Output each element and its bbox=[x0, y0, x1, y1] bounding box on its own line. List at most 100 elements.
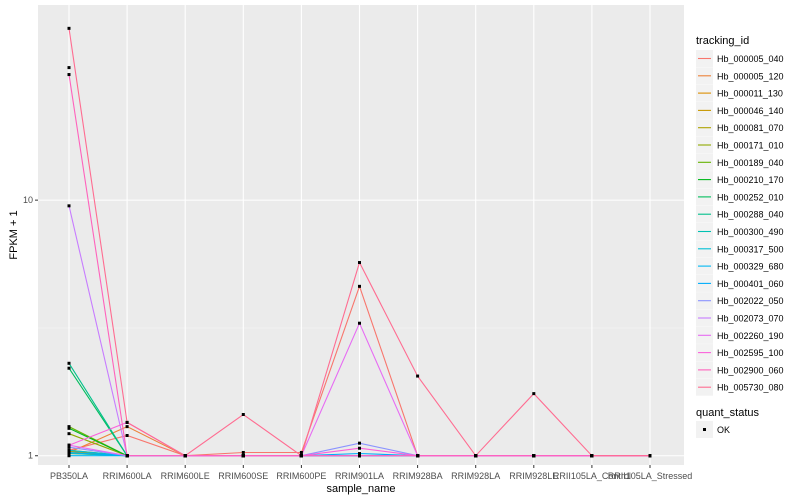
data-point bbox=[125, 425, 129, 429]
legend-label: Hb_000317_500 bbox=[717, 244, 784, 254]
series-points bbox=[67, 26, 652, 458]
x-tick-label: RRIM928LE bbox=[509, 471, 558, 481]
legend-item: Hb_000189_040 bbox=[696, 153, 784, 171]
y-axis-title: FPKM + 1 bbox=[8, 210, 20, 259]
legend-label: Hb_000005_040 bbox=[717, 54, 784, 64]
data-point bbox=[67, 73, 71, 77]
legend2-title: quant_status bbox=[696, 407, 759, 419]
x-tick-label: RRIM928LA bbox=[451, 471, 500, 481]
y-tick-label: 10 bbox=[23, 195, 33, 205]
legend-label: Hb_000252_010 bbox=[717, 192, 784, 202]
x-tick-label: RRII105LA_Control bbox=[553, 471, 631, 481]
legend-label: Hb_000210_170 bbox=[717, 175, 784, 185]
legend-label: Hb_002073_070 bbox=[717, 314, 784, 324]
data-point bbox=[125, 454, 129, 458]
legend-item: Hb_002595_100 bbox=[696, 344, 784, 362]
legend-label: Hb_002260_190 bbox=[717, 331, 784, 341]
data-point bbox=[241, 412, 245, 416]
x-tick-label: RRIM600LA bbox=[103, 471, 152, 481]
data-point bbox=[67, 26, 71, 30]
legend-label: Hb_000011_130 bbox=[717, 89, 783, 99]
legend-label: Hb_000401_060 bbox=[717, 279, 784, 289]
x-tick-label: RRIM600PE bbox=[276, 471, 326, 481]
data-point bbox=[299, 454, 303, 458]
legend-item: Hb_000317_500 bbox=[696, 240, 784, 258]
legend-items: Hb_000005_040 Hb_000005_120 Hb_000011_130 H… bbox=[696, 50, 784, 396]
data-point bbox=[67, 450, 71, 454]
legend-point-swatch bbox=[703, 428, 706, 431]
x-axis-title: sample_name bbox=[326, 483, 395, 495]
legend-item: Hb_000401_060 bbox=[696, 274, 784, 292]
legend-item: Hb_000171_010 bbox=[696, 136, 784, 154]
data-point bbox=[474, 454, 478, 458]
legend-label: Hb_000189_040 bbox=[717, 158, 784, 168]
data-point bbox=[241, 450, 245, 454]
data-point bbox=[67, 448, 71, 452]
x-tick-label: RRIM901LA bbox=[335, 471, 384, 481]
data-point bbox=[648, 454, 652, 458]
legend-item: Hb_000081_070 bbox=[696, 119, 784, 137]
legend-label: Hb_002900_060 bbox=[717, 365, 784, 375]
legend-label: Hb_000005_120 bbox=[717, 71, 784, 81]
data-point bbox=[67, 445, 71, 449]
data-point bbox=[358, 284, 361, 288]
legend-label: Hb_000288_040 bbox=[717, 210, 784, 220]
legend-label: Hb_000171_010 bbox=[717, 141, 784, 151]
plot-panel bbox=[38, 5, 684, 465]
data-point bbox=[125, 420, 129, 424]
x-tick-label: RRII105LA_Stressed bbox=[608, 471, 693, 481]
data-point bbox=[67, 425, 71, 429]
legend-item: Hb_002900_060 bbox=[696, 361, 784, 379]
x-tick-label: RRIM928BA bbox=[393, 471, 443, 481]
legend-label: Hb_000300_490 bbox=[717, 227, 784, 237]
legend-item: Hb_000005_040 bbox=[696, 50, 784, 67]
legend-label: Hb_002595_100 bbox=[717, 348, 784, 358]
data-point bbox=[358, 441, 361, 445]
data-point bbox=[416, 454, 420, 458]
data-point bbox=[416, 374, 420, 378]
legend-label: Hb_000046_140 bbox=[717, 106, 784, 116]
x-axis-ticks: PB350LA RRIM600LA RRIM600LE RRIM600SE RRIM60… bbox=[50, 465, 692, 481]
legend-label: Hb_005730_080 bbox=[717, 383, 784, 393]
data-point bbox=[125, 434, 129, 438]
legend-item: Hb_002260_190 bbox=[696, 326, 784, 344]
data-point bbox=[241, 454, 245, 458]
legend-item: Hb_000252_010 bbox=[696, 188, 784, 206]
data-point bbox=[67, 426, 71, 430]
legend-item: Hb_000046_140 bbox=[696, 101, 784, 119]
legend-label: Hb_000081_070 bbox=[717, 123, 784, 133]
legend: tracking_id Hb_000005_040Hb_000005_120Hb… bbox=[696, 35, 784, 438]
data-point bbox=[532, 392, 536, 396]
legend-item: Hb_000329_680 bbox=[696, 257, 784, 275]
legend-label: OK bbox=[717, 425, 730, 435]
data-point bbox=[299, 450, 303, 454]
data-point bbox=[67, 361, 71, 365]
legend2-item: OK bbox=[696, 421, 730, 438]
x-tick-label: PB350LA bbox=[50, 471, 88, 481]
y-axis-ticks: 1 10 bbox=[23, 195, 38, 461]
legend-item: Hb_000011_130 bbox=[696, 84, 783, 102]
legend-label: Hb_000329_680 bbox=[717, 262, 784, 272]
legend-item: Hb_002022_050 bbox=[696, 292, 784, 310]
data-point bbox=[183, 454, 187, 458]
legend-item: Hb_000210_170 bbox=[696, 171, 784, 189]
data-point bbox=[358, 454, 361, 458]
data-point bbox=[67, 66, 71, 70]
legend-item: Hb_005730_080 bbox=[696, 378, 784, 396]
legend-item: Hb_002073_070 bbox=[696, 309, 784, 327]
legend-item: Hb_000005_120 bbox=[696, 67, 784, 85]
data-point bbox=[67, 432, 71, 436]
legend2-items: OK bbox=[696, 421, 730, 438]
data-point bbox=[67, 443, 71, 447]
data-point bbox=[67, 366, 71, 370]
x-tick-label: RRIM600LE bbox=[161, 471, 210, 481]
data-point bbox=[358, 261, 361, 265]
data-point bbox=[532, 454, 536, 458]
legend-item: Hb_000288_040 bbox=[696, 205, 784, 223]
data-point bbox=[358, 452, 361, 456]
data-point bbox=[358, 321, 361, 325]
legend-title: tracking_id bbox=[696, 35, 749, 47]
data-point bbox=[67, 204, 71, 208]
legend-item: Hb_000300_490 bbox=[696, 223, 784, 240]
